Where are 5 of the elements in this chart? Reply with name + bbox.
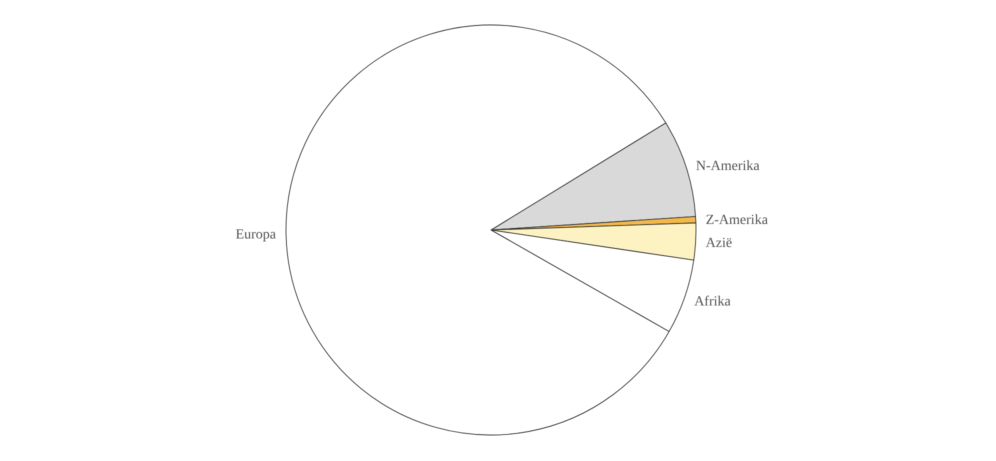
slice-label: Z-Amerika xyxy=(706,213,769,228)
slice-label: Afrika xyxy=(694,294,732,310)
slice-label: N-Amerika xyxy=(696,158,760,174)
slice-label: Azië xyxy=(706,236,732,252)
slice-label: Europa xyxy=(236,227,277,242)
